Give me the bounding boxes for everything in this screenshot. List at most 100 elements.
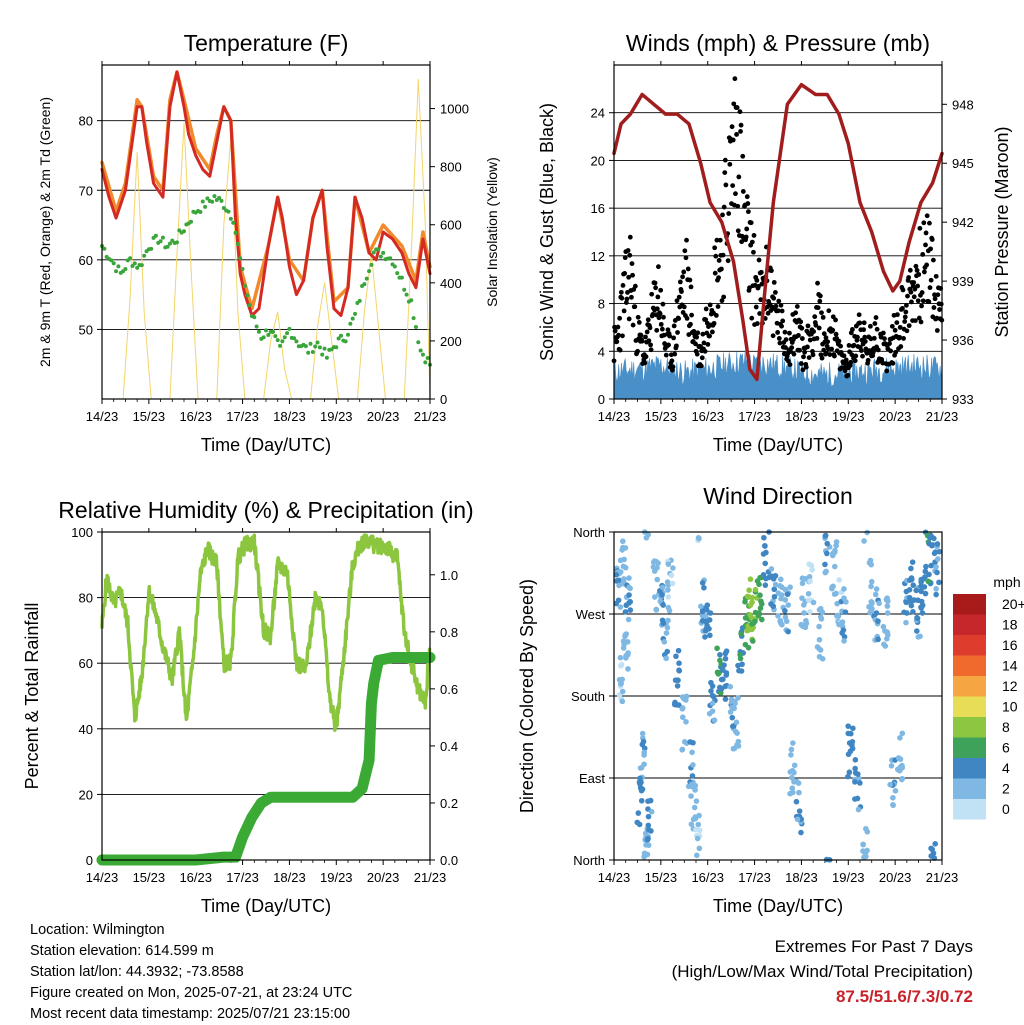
wind-direction-point [673,653,679,660]
wind-direction-point [681,695,687,702]
wind-direction-point [730,745,737,752]
y-right-tick-label: 0.4 [440,739,458,754]
gust-point [663,352,669,358]
wind-direction-point [772,581,779,588]
y-tick-label: 70 [79,183,93,198]
dewpoint-point [278,343,283,348]
wind-direction-point [872,591,879,598]
wind-direction-point [722,696,729,702]
wind-direction-point [800,602,807,608]
y-right-tick-label: 0 [440,392,447,407]
gust-point [819,310,824,316]
gust-point [788,349,793,354]
dewpoint-point [275,338,280,343]
wind-direction-point [798,829,804,836]
wind-direction-point [799,595,805,601]
dewpoint-point [362,282,367,287]
x-tick-label: 15/23 [645,409,678,424]
wind-direction-point [666,607,673,614]
wind-direction-point [641,761,647,768]
wind-direction-point [909,559,916,565]
wind-direction-point [617,654,624,661]
gust-point [772,289,778,295]
wind-direction-point [841,586,847,592]
gust-point [643,334,648,340]
wind-direction-point [727,709,734,715]
wind-direction-point [816,653,823,660]
wind-direction-point [785,602,792,608]
wind-direction-point [664,624,671,631]
x-tick-label: 17/23 [226,409,259,424]
dewpoint-point [256,329,261,334]
wind-direction-point [708,688,714,694]
wind-direction-point [933,586,939,592]
extremes-subtitle: (High/Low/Max Wind/Total Precipitation) [671,962,973,981]
dewpoint-point [158,239,163,244]
x-axis-label: Time (Day/UTC) [201,435,331,455]
dewpoint-point [205,196,210,201]
wind-direction-point [835,612,841,619]
y-tick-label: South [571,689,605,704]
wind-direction-point [702,628,709,634]
dewpoint-point [338,333,343,338]
gust-point [713,312,719,318]
gust-point [773,303,779,309]
wind-direction-point [903,619,909,626]
wind-direction-point [638,797,645,804]
gust-point [751,249,756,255]
gust-point [683,255,689,261]
gust-point [716,258,722,263]
colorbar-swatch [953,655,986,676]
wind-direction-point [665,587,671,593]
dewpoint-point [102,246,107,251]
gust-point [681,304,687,310]
gust-point [924,213,930,219]
wind-direction-point [913,587,920,594]
gust-point [756,284,761,289]
gust-point [660,301,666,307]
wind-direction-point [866,559,873,566]
wind-direction-point [806,573,813,580]
wind-direction-point [861,538,867,544]
sonic-wind-area [613,350,943,400]
dewpoint-point [247,303,252,308]
gust-point [669,358,675,364]
wind-direction-point [788,746,795,753]
wind-direction-point [884,635,890,642]
gust-point [738,128,743,134]
gust-point [783,337,789,342]
dewpoint-point [245,293,250,298]
colorbar-swatch [953,737,986,758]
wind-direction-point [794,816,801,823]
wind-direction-point [782,608,788,614]
gust-point [791,351,797,357]
gust-point [875,347,881,353]
gust-point [852,358,858,364]
dewpoint-point [242,284,247,289]
wind-direction-point [635,810,642,816]
gust-point [638,332,644,338]
gust-point [861,320,867,326]
latlon-text: Station lat/lon: 44.3932; -73.8588 [30,964,244,980]
station-info: Location: Wilmington Station elevation: … [30,920,352,1025]
gust-point [727,161,733,167]
y-tick-label: 40 [79,722,93,737]
dewpoint-point [303,344,308,349]
wind-direction-point [921,584,928,590]
wind-direction-point [884,610,891,616]
gust-point [730,183,736,188]
wind-direction-point [738,631,744,637]
x-tick-label: 14/23 [598,870,631,885]
wind-direction-point [822,561,828,568]
wind-direction-point [679,714,686,721]
wind-direction-point [639,741,646,748]
gust-point [827,352,833,357]
wind-direction-point [690,762,696,768]
wind-direction-point [839,630,845,636]
gust-point [687,277,693,283]
gust-point [929,237,935,242]
wind-direction-point [883,596,890,603]
gust-point [801,354,806,360]
x-axis-label: Time (Day/UTC) [713,896,843,916]
wind-direction-point [932,841,938,847]
